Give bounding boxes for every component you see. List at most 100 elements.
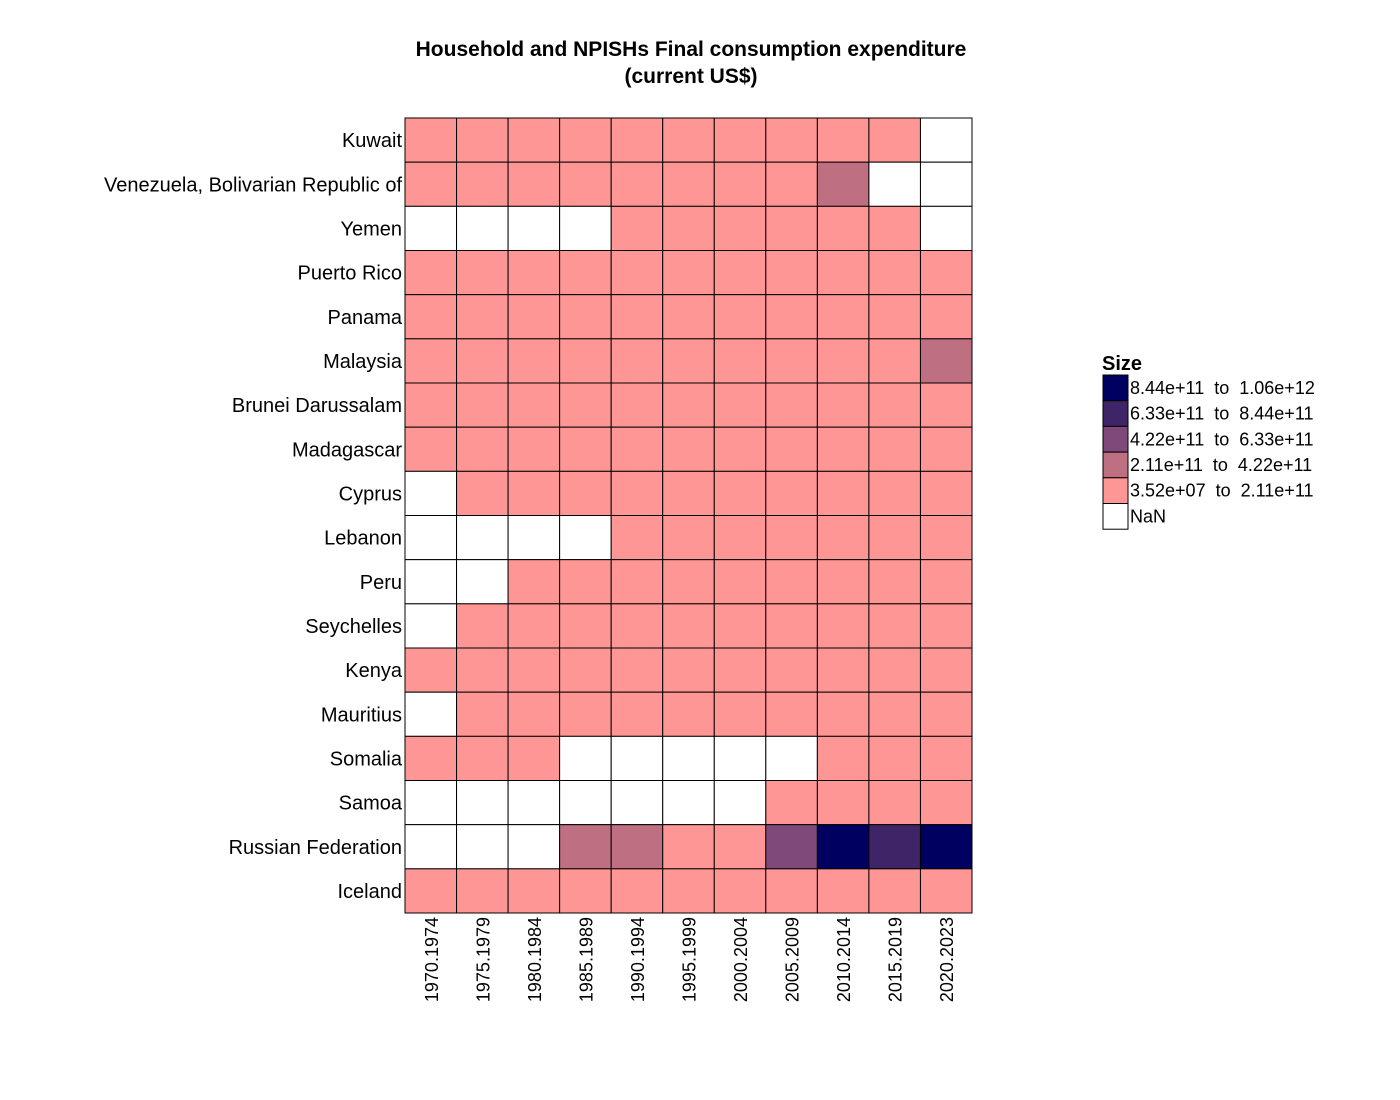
heatmap-cell — [662, 559, 715, 605]
heatmap-cell — [559, 824, 612, 870]
heatmap-cell — [404, 824, 458, 870]
heatmap-cell — [507, 117, 561, 163]
heatmap-cell — [610, 868, 664, 914]
heatmap-cell — [404, 205, 458, 251]
column-label: 1995.1999 — [680, 917, 700, 1002]
heatmap-cell — [765, 117, 818, 163]
heatmap-cell — [868, 426, 921, 472]
heatmap-cell — [662, 294, 715, 340]
heatmap-cell — [713, 250, 767, 296]
heatmap-cell — [919, 559, 973, 605]
heatmap-cell — [610, 294, 664, 340]
heatmap-cell — [713, 691, 767, 737]
heatmap-cell — [559, 735, 612, 782]
heatmap-cell — [919, 647, 973, 693]
heatmap-cell — [559, 515, 612, 561]
heatmap-cell — [610, 382, 664, 428]
heatmap-cell — [713, 647, 767, 693]
heatmap-cell — [404, 559, 458, 605]
heatmap-cell — [816, 559, 870, 605]
heatmap-cell — [816, 868, 870, 914]
heatmap-cell — [713, 824, 767, 870]
heatmap-cell — [456, 559, 509, 605]
heatmap-cell — [507, 559, 561, 605]
heatmap-cell — [610, 647, 664, 693]
legend: Size 8.44e+11 to 1.06e+12 6.33e+11 to 8.4… — [1102, 353, 1315, 530]
column-label: 2000.2004 — [731, 917, 751, 1002]
heatmap-cell — [507, 603, 561, 649]
heatmap-cell — [765, 515, 818, 561]
heatmap-cell — [507, 294, 561, 340]
row-label: Madagascar — [292, 439, 402, 461]
heatmap-cell — [456, 603, 509, 649]
heatmap-cell — [919, 161, 973, 207]
row-label: Somalia — [330, 748, 403, 770]
heatmap-cell — [507, 735, 561, 782]
heatmap-cell — [713, 426, 767, 472]
heatmap-cell — [868, 382, 921, 428]
heatmap-cell — [507, 647, 561, 693]
heatmap-cells — [404, 117, 973, 914]
heatmap-cell — [816, 780, 870, 826]
heatmap-cell — [816, 824, 870, 870]
heatmap-cell — [610, 161, 664, 207]
heatmap-cell — [816, 515, 870, 561]
heatmap-cell — [868, 735, 921, 782]
column-label: 2015.2019 — [886, 917, 906, 1002]
heatmap-cell — [765, 382, 818, 428]
heatmap-cell — [713, 470, 767, 516]
heatmap-cell — [816, 647, 870, 693]
legend-swatch — [1102, 503, 1129, 530]
heatmap-cell — [662, 515, 715, 561]
heatmap-cell — [868, 824, 921, 870]
heatmap-cell — [713, 338, 767, 384]
heatmap-cell — [662, 735, 715, 782]
heatmap-cell — [868, 515, 921, 561]
heatmap-cell — [507, 868, 561, 914]
heatmap-cell — [662, 426, 715, 472]
chart-title: Household and NPISHs Final consumption e… — [416, 38, 967, 88]
row-label: Kenya — [345, 660, 403, 682]
heatmap-cell — [662, 205, 715, 251]
heatmap-cell — [765, 250, 818, 296]
heatmap-cell — [456, 294, 509, 340]
heatmap-cell — [765, 647, 818, 693]
legend-label: 2.11e+11 to 4.22e+11 — [1130, 455, 1312, 475]
heatmap-cell — [456, 117, 509, 163]
heatmap-cell — [456, 250, 509, 296]
heatmap-cell — [919, 117, 973, 163]
heatmap-cell — [868, 647, 921, 693]
heatmap-cell — [713, 515, 767, 561]
heatmap-cell — [404, 647, 458, 693]
heatmap-cell — [816, 250, 870, 296]
heatmap-cell — [404, 294, 458, 340]
heatmap-cell — [404, 250, 458, 296]
row-label: Iceland — [338, 881, 403, 903]
heatmap-cell — [662, 382, 715, 428]
heatmap-cell — [456, 735, 509, 782]
heatmap-cell — [713, 559, 767, 605]
heatmap-cell — [919, 470, 973, 516]
column-labels: 1970.1974 1975.1979 1980.1984 1985.1989 1990… — [422, 917, 957, 1002]
heatmap-cell — [610, 338, 664, 384]
heatmap-cell — [662, 470, 715, 516]
heatmap-cell — [765, 780, 818, 826]
heatmap-cell — [404, 515, 458, 561]
heatmap-cell — [559, 382, 612, 428]
heatmap-cell — [662, 691, 715, 737]
heatmap-cell — [610, 824, 664, 870]
heatmap-cell — [816, 117, 870, 163]
heatmap-cell — [456, 824, 509, 870]
heatmap-cell — [713, 603, 767, 649]
heatmap-cell — [868, 294, 921, 340]
heatmap-cell — [765, 603, 818, 649]
heatmap-cell — [404, 780, 458, 826]
heatmap-cell — [868, 117, 921, 163]
row-label: Kuwait — [342, 130, 402, 152]
heatmap-cell — [765, 205, 818, 251]
heatmap-cell — [456, 691, 509, 737]
heatmap-cell — [919, 868, 973, 914]
heatmap-cell — [919, 294, 973, 340]
heatmap-cell — [559, 338, 612, 384]
heatmap-cell — [559, 205, 612, 251]
